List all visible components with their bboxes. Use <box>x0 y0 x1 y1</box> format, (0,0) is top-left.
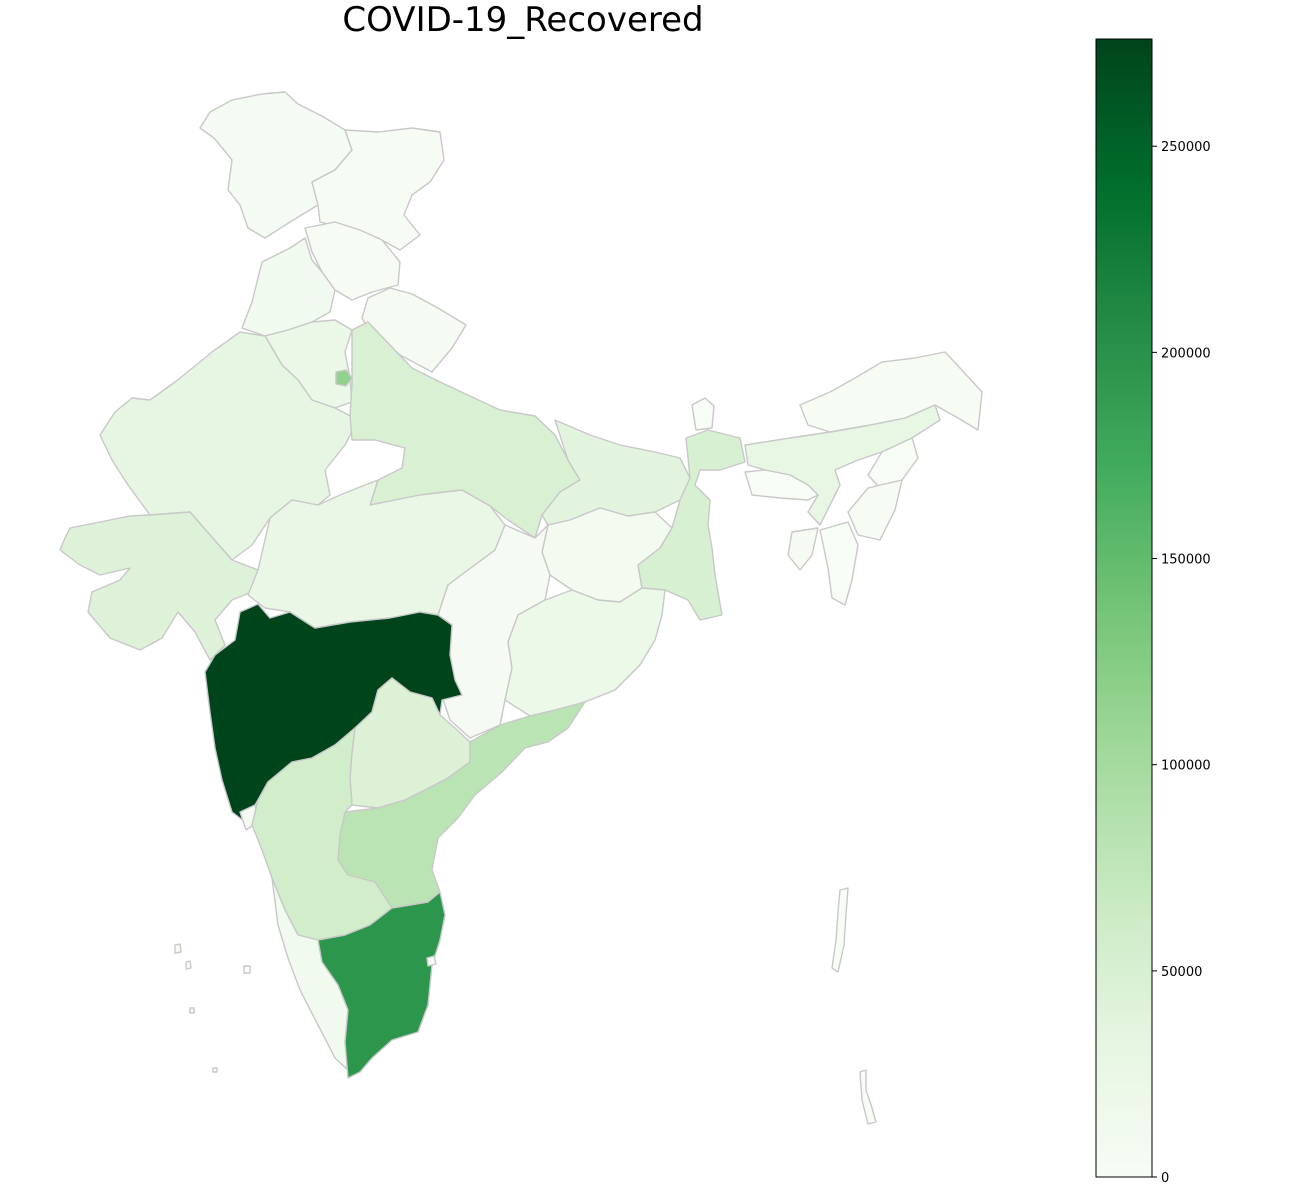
region-ladakh <box>311 127 445 251</box>
map-regions <box>59 91 983 1125</box>
region-west-bengal <box>637 429 746 621</box>
colorbar-tick-label: 150000 <box>1161 553 1211 568</box>
colorbar-tick-label: 100000 <box>1161 759 1211 774</box>
region-manipur <box>847 479 903 541</box>
region-odisha <box>504 587 666 717</box>
region-puducherry <box>426 955 437 967</box>
region-nicobar-islands <box>859 1069 877 1125</box>
colorbar-tick-label: 0 <box>1161 1171 1169 1186</box>
colorbar-tick-label: 250000 <box>1161 140 1211 155</box>
region-gujarat <box>59 511 259 661</box>
region-tripura <box>787 527 819 571</box>
region-arunachal-pradesh <box>799 351 983 433</box>
region-punjab <box>241 237 336 337</box>
region-uttar-pradesh <box>349 321 581 539</box>
map-title: COVID-19_Recovered <box>342 0 704 40</box>
colorbar-tick-label: 200000 <box>1161 346 1211 361</box>
region-meghalaya <box>744 469 819 501</box>
region-rajasthan <box>99 331 359 561</box>
colorbar-gradient <box>1095 38 1153 1178</box>
region-tamil-nadu <box>317 891 446 1079</box>
colorbar-tick-label: 50000 <box>1161 965 1202 980</box>
region-mizoram <box>819 521 859 606</box>
region-lakshadweep <box>174 943 251 1073</box>
colorbar-ticks: 0 50000 100000 150000 200000 250000 <box>1152 140 1211 1186</box>
colorbar: 0 50000 100000 150000 200000 250000 <box>1095 38 1211 1186</box>
region-sikkim <box>691 397 715 431</box>
region-andaman-nicobar <box>831 887 849 973</box>
region-delhi <box>335 369 353 387</box>
